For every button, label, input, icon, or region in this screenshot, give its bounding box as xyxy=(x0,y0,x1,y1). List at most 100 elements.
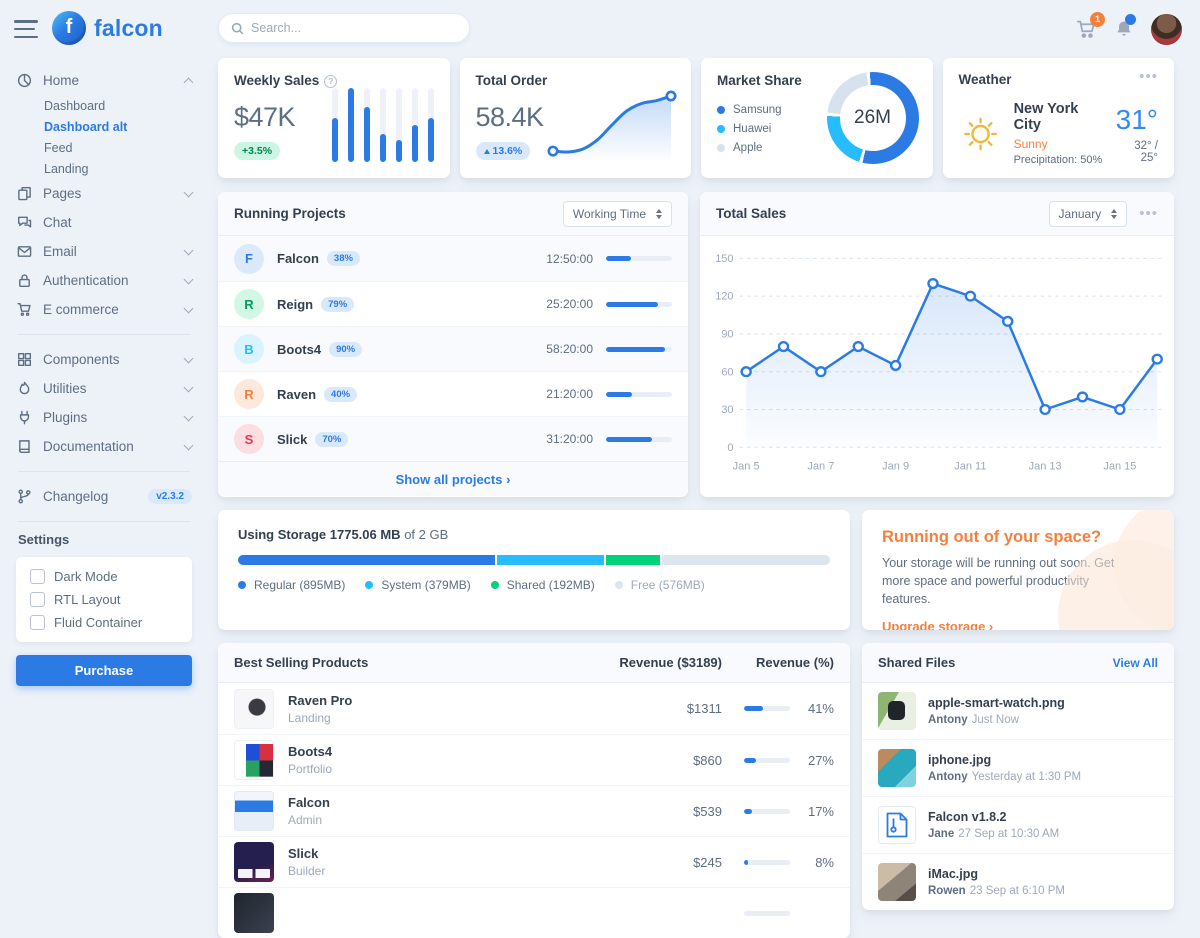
project-progress-bar xyxy=(606,436,672,442)
cart-button[interactable]: 1 xyxy=(1076,11,1105,40)
sidebar-item-home[interactable]: Home xyxy=(16,66,194,95)
sidebar-item-utilities[interactable]: Utilities xyxy=(16,374,194,403)
shared-file-row[interactable]: iMac.jpg Rowen 23 Sep at 6:10 PM xyxy=(862,853,1174,910)
file-name[interactable]: iphone.jpg xyxy=(928,753,992,767)
sidebar-item-authentication[interactable]: Authentication xyxy=(16,266,194,295)
checkbox-rtl-layout[interactable] xyxy=(30,592,45,607)
project-avatar: R xyxy=(234,379,264,409)
sidebar-item-e-commerce[interactable]: E commerce xyxy=(16,295,194,324)
envelope-icon xyxy=(17,246,32,257)
shared-file-row[interactable]: apple-smart-watch.png Antony Just Now xyxy=(862,683,1174,739)
product-price: $245 xyxy=(693,854,722,870)
product-type[interactable]: Builder xyxy=(288,864,326,878)
project-row-reign[interactable]: R Reign 79% 25:20:00 xyxy=(218,281,688,326)
project-row-raven[interactable]: R Raven 40% 21:20:00 xyxy=(218,371,688,416)
chevron-down-icon xyxy=(183,382,194,392)
weekly-sales-bar-chart xyxy=(331,88,434,162)
checkbox-fluid-container[interactable] xyxy=(30,615,45,630)
shared-file-row[interactable]: Falcon v1.8.2 Jane 27 Sep at 10:30 AM xyxy=(862,796,1174,853)
sidebar-item-pages[interactable]: Pages xyxy=(16,179,194,208)
product-row-raven-pro[interactable]: Raven Pro Landing $1311 41% xyxy=(218,683,850,734)
svg-text:30: 30 xyxy=(721,404,733,416)
view-all-link[interactable]: View All xyxy=(1112,655,1158,670)
chevron-down-icon xyxy=(183,411,194,421)
sort-icon xyxy=(1111,208,1118,219)
user-avatar[interactable] xyxy=(1151,13,1182,45)
sidebar-item-changelog[interactable]: Changelog v2.3.2 xyxy=(16,482,192,511)
product-row-falcon[interactable]: Falcon Admin $539 17% xyxy=(218,785,850,836)
file-name[interactable]: apple-smart-watch.png xyxy=(928,696,1065,710)
ellipsis-menu-icon[interactable]: ••• xyxy=(1139,204,1158,222)
project-progress-badge: 70% xyxy=(315,431,349,447)
project-name: Boots4 xyxy=(277,341,322,357)
brand-logo[interactable]: f falcon xyxy=(52,11,163,45)
project-row-slick[interactable]: S Slick 70% 31:20:00 xyxy=(218,416,688,461)
product-type[interactable]: Landing xyxy=(288,710,331,725)
month-select[interactable]: January xyxy=(1048,200,1128,227)
shared-file-row[interactable]: iphone.jpg Antony Yesterday at 1:30 PM xyxy=(862,739,1174,796)
sidebar-subitem-landing[interactable]: Landing xyxy=(44,161,89,176)
product-thumbnail xyxy=(234,688,274,729)
setting-dark-mode[interactable]: Dark Mode xyxy=(30,569,178,584)
ellipsis-menu-icon[interactable]: ••• xyxy=(1139,68,1158,85)
product-name: Slick xyxy=(288,846,319,861)
product-name: Raven Pro xyxy=(288,692,353,708)
product-type[interactable]: Admin xyxy=(288,813,323,827)
product-revenue-pct: 8% xyxy=(815,854,834,870)
total-sales-title: Total Sales xyxy=(716,206,787,221)
navbar-actions: 1 xyxy=(1076,0,1182,58)
sidebar-item-components[interactable]: Components xyxy=(16,345,194,374)
shared-files-title: Shared Files xyxy=(878,655,956,670)
sidebar-subitem-feed[interactable]: Feed xyxy=(44,140,73,155)
svg-text:Jan 13: Jan 13 xyxy=(1029,461,1062,473)
total-order-title: Total Order xyxy=(475,73,548,88)
notifications-button[interactable] xyxy=(1114,14,1136,39)
project-row-falcon[interactable]: F Falcon 38% 12:50:00 xyxy=(218,236,688,281)
search-box[interactable] xyxy=(218,13,470,43)
menu-toggle-icon[interactable] xyxy=(14,20,38,38)
sidebar-item-email[interactable]: Email xyxy=(16,237,194,266)
project-name: Falcon xyxy=(277,251,319,266)
svg-text:120: 120 xyxy=(715,291,733,303)
running-projects-card: Running Projects Working Time F Falcon 3… xyxy=(218,192,688,497)
sidebar-item-documentation[interactable]: Documentation xyxy=(16,432,194,461)
bar xyxy=(395,88,402,162)
chevron-down-icon xyxy=(183,245,194,255)
setting-fluid-container[interactable]: Fluid Container xyxy=(30,615,178,630)
setting-rtl-layout[interactable]: RTL Layout xyxy=(30,592,178,607)
market-share-donut-chart: 26M xyxy=(826,72,919,164)
legend-item-huawei: Huawei xyxy=(717,123,917,135)
svg-text:60: 60 xyxy=(721,366,733,378)
project-progress-bar xyxy=(606,346,672,352)
checkbox-dark-mode[interactable] xyxy=(30,569,45,584)
sidebar-item-chat[interactable]: Chat xyxy=(16,208,192,237)
product-row-slick[interactable]: Slick Builder $245 8% xyxy=(218,836,850,887)
project-time: 12:50:00 xyxy=(546,251,593,266)
product-revenue-bar xyxy=(744,859,790,865)
product-revenue-bar xyxy=(744,808,790,814)
product-row-boots4[interactable]: Boots4 Portfolio $860 27% xyxy=(218,734,850,785)
caret-up-icon xyxy=(483,149,490,154)
working-time-select[interactable]: Working Time xyxy=(562,200,672,227)
purchase-button[interactable]: Purchase xyxy=(16,655,192,686)
file-name[interactable]: iMac.jpg xyxy=(928,867,979,881)
help-icon[interactable]: ? xyxy=(324,74,338,88)
total-order-badge: 13.6% xyxy=(475,142,531,160)
product-revenue-pct: 27% xyxy=(807,752,834,768)
file-name[interactable]: Falcon v1.8.2 xyxy=(928,810,1007,824)
search-input[interactable] xyxy=(251,21,457,35)
running-projects-title: Running Projects xyxy=(234,206,346,221)
show-all-projects-link[interactable]: Show all projects › xyxy=(395,471,511,487)
bar xyxy=(427,88,434,162)
project-row-boots4[interactable]: B Boots4 90% 58:20:00 xyxy=(218,326,688,371)
market-share-card: Market Share Samsung Huawei Apple 26M xyxy=(701,58,933,178)
product-row-partial[interactable] xyxy=(218,887,850,938)
sidebar-item-plugins[interactable]: Plugins xyxy=(16,403,194,432)
product-type[interactable]: Portfolio xyxy=(288,762,333,776)
upgrade-storage-link[interactable]: Upgrade storage › xyxy=(882,619,994,630)
product-price: $1311 xyxy=(686,701,722,716)
sidebar-subitem-dashboard-alt[interactable]: Dashboard alt xyxy=(44,119,128,134)
storage-legend-item: Regular (895MB) xyxy=(238,578,345,592)
sidebar-subitem-dashboard[interactable]: Dashboard xyxy=(44,98,106,113)
